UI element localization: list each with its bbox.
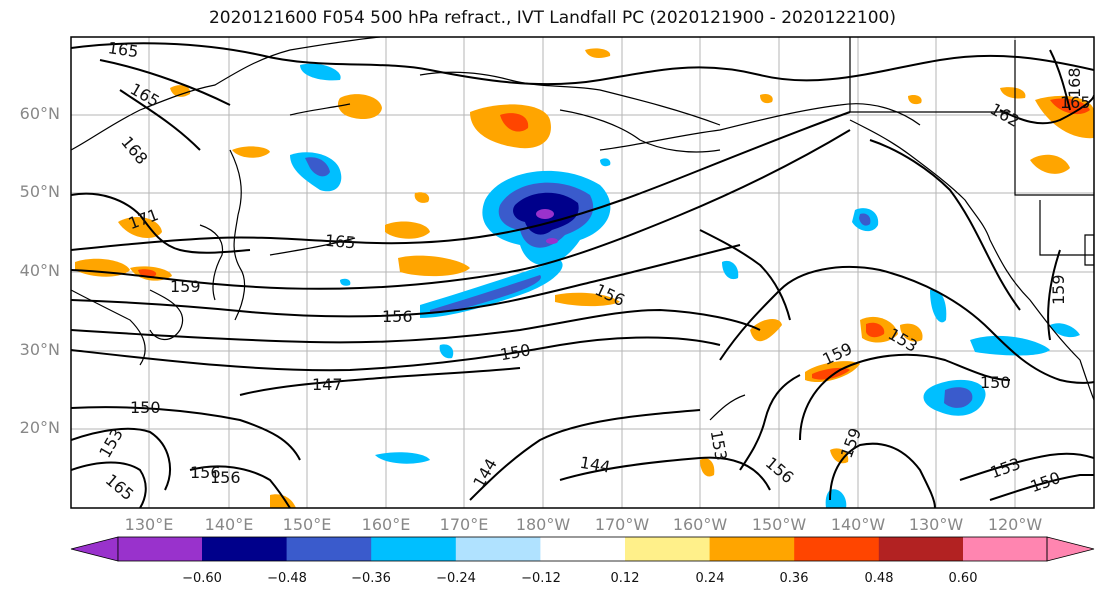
lon-label-140w: 140°W [830, 515, 886, 534]
contour-label: 165 [1060, 93, 1091, 112]
colorbar-tick: −0.48 [267, 571, 307, 586]
negative-anomaly-shading [290, 63, 1080, 508]
contour-label: 159 [170, 277, 201, 296]
colorbar-segment [455, 537, 541, 561]
colorbar-segment [371, 537, 457, 561]
colorbar-tick: 0.60 [948, 571, 978, 586]
lon-label-150e: 150°E [282, 515, 332, 534]
lat-label-60n: 60°N [19, 104, 60, 123]
colorbar-extend-high [1046, 536, 1095, 562]
contour-label: 168 [1065, 67, 1084, 98]
refractivity-contours [71, 42, 1094, 508]
colorbar-tick: −0.60 [182, 571, 222, 586]
coastlines [71, 37, 1094, 421]
contour-label: 150 [980, 373, 1011, 392]
contour-label: 159 [1049, 274, 1068, 305]
lon-label-150w: 150°W [751, 515, 807, 534]
contour-label: 147 [312, 375, 343, 394]
colorbar-segment [286, 537, 372, 561]
colorbar [70, 536, 1095, 562]
contour-label: 156 [210, 468, 241, 487]
map-title: 2020121600 F054 500 hPa refract., IVT La… [208, 8, 896, 28]
colorbar-segment [540, 537, 626, 561]
colorbar-tick: 0.12 [610, 571, 640, 586]
colorbar-segment [878, 537, 964, 561]
colorbar-segment [794, 537, 880, 561]
lat-label-30n: 30°N [19, 340, 60, 359]
lon-label-130w: 130°W [908, 515, 964, 534]
colorbar-tick: −0.36 [351, 571, 391, 586]
colorbar-tick: 0.24 [695, 571, 725, 586]
lat-label-50n: 50°N [19, 182, 60, 201]
lon-label-170w: 170°W [594, 515, 650, 534]
contour-label: 165 [107, 38, 140, 61]
contour-label: 150 [130, 398, 161, 417]
colorbar-segment [963, 537, 1047, 561]
colorbar-tick: 0.48 [864, 571, 894, 586]
colorbar-tick: 0.36 [779, 571, 809, 586]
contour-label: 156 [382, 307, 413, 326]
lon-label-170e: 170°E [439, 515, 489, 534]
lon-label-130e: 130°E [124, 515, 174, 534]
map-border [70, 36, 1095, 509]
colorbar-segment [202, 537, 288, 561]
lon-label-160w: 160°W [672, 515, 728, 534]
colorbar-outline [117, 536, 1048, 562]
contour-label: 156 [190, 463, 221, 482]
lat-label-20n: 20°N [19, 418, 60, 437]
colorbar-segment [625, 537, 711, 561]
colorbar-segment [709, 537, 795, 561]
colorbar-segment [118, 537, 202, 561]
lon-label-160e: 160°E [361, 515, 411, 534]
colorbar-tick: −0.24 [436, 571, 476, 586]
lon-label-120w: 120°W [987, 515, 1043, 534]
lon-label-140e: 140°E [204, 515, 254, 534]
lat-label-40n: 40°N [19, 261, 60, 280]
colorbar-extend-low [70, 536, 119, 562]
colorbar-tick: −0.12 [521, 571, 561, 586]
contour-label: 165 [324, 231, 356, 253]
lon-label-180w: 180°W [515, 515, 571, 534]
